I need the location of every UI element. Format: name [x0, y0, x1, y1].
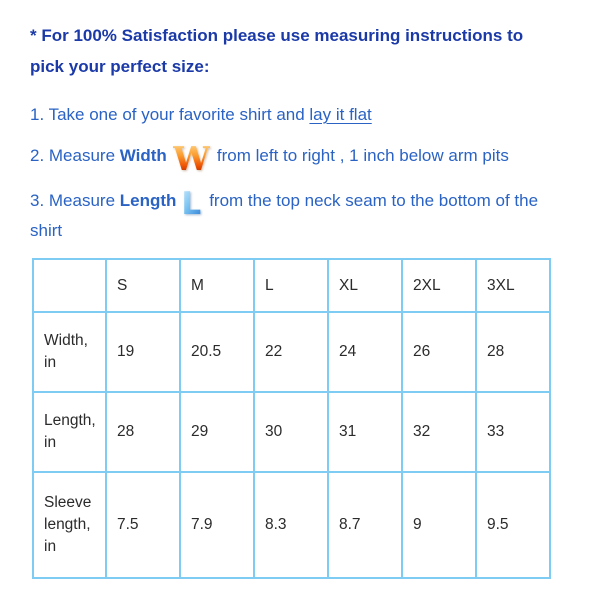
size-column-header-m: M: [179, 258, 255, 313]
size-column-header-blank: [32, 258, 107, 313]
table-row-width: Width, in 19 20.5 22 24 26 28: [32, 311, 551, 393]
row-label-length: Length, in: [32, 391, 107, 473]
size-guide-page: * For 100% Satisfaction please use measu…: [30, 26, 586, 579]
width-value-3xl: 28: [475, 311, 551, 393]
size-column-header-s: S: [105, 258, 181, 313]
length-value-m: 29: [179, 391, 255, 473]
width-value-l: 22: [253, 311, 329, 393]
length-value-3xl: 33: [475, 391, 551, 473]
length-value-xl: 31: [327, 391, 403, 473]
size-column-header-3xl: 3XL: [475, 258, 551, 313]
lay-it-flat-underlined-text: lay it flat: [309, 105, 372, 124]
sleeve-value-2xl: 9: [401, 471, 477, 579]
length-value-2xl: 32: [401, 391, 477, 473]
sleeve-value-xl: 8.7: [327, 471, 403, 579]
sleeve-value-m: 7.9: [179, 471, 255, 579]
step-2-suffix: from left to right , 1 inch below arm pi…: [216, 146, 509, 165]
instructions-title: * For 100% Satisfaction please use measu…: [30, 26, 524, 76]
length-l-icon: L: [181, 186, 202, 222]
width-value-m: 20.5: [179, 311, 255, 393]
row-label-width: Width, in: [32, 311, 107, 393]
size-chart-table: S M L XL 2XL 3XL Width, in 19 20.5 22 24…: [32, 258, 551, 579]
step-2-text: 2. Measure: [30, 146, 120, 165]
table-row-sleeve-length: Sleeve length, in 7.5 7.9 8.3 8.7 9 9.5: [32, 471, 551, 579]
sleeve-value-s: 7.5: [105, 471, 181, 579]
step-3-suffix: from the top neck seam to the bottom of …: [30, 191, 539, 240]
size-table-header-row: S M L XL 2XL 3XL: [32, 258, 551, 313]
instruction-step-1: 1. Take one of your favorite shirt and l…: [30, 104, 586, 126]
width-value-2xl: 26: [401, 311, 477, 393]
size-column-header-2xl: 2XL: [401, 258, 477, 313]
length-value-l: 30: [253, 391, 329, 473]
sleeve-value-3xl: 9.5: [475, 471, 551, 579]
length-keyword: Length: [119, 191, 177, 210]
length-value-s: 28: [105, 391, 181, 473]
row-label-sleeve-length: Sleeve length, in: [32, 471, 107, 579]
step-3-text: 3. Measure: [30, 191, 120, 210]
step-1-text: 1. Take one of your favorite shirt and: [30, 105, 310, 124]
size-column-header-xl: XL: [327, 258, 403, 313]
width-value-xl: 24: [327, 311, 403, 393]
table-row-length: Length, in 28 29 30 31 32 33: [32, 391, 551, 473]
width-keyword: Width: [119, 146, 167, 165]
sleeve-value-l: 8.3: [253, 471, 329, 579]
size-column-header-l: L: [253, 258, 329, 313]
width-w-icon: W: [172, 139, 210, 178]
width-value-s: 19: [105, 311, 181, 393]
